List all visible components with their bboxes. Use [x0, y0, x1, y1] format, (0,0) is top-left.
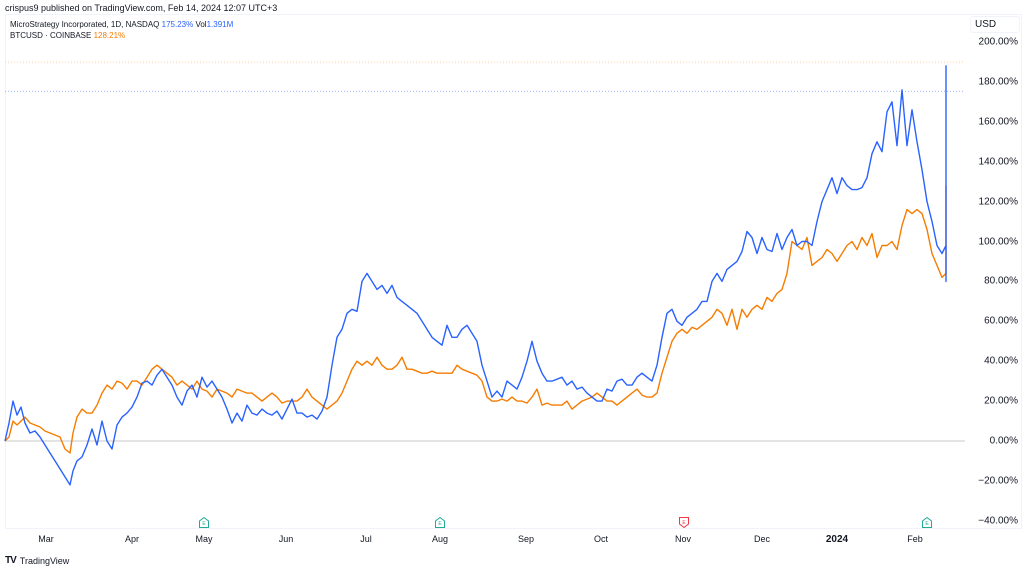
svg-text:E: E [925, 521, 929, 527]
x-tick-label: Dec [753, 534, 771, 544]
x-tick-label: Apr [124, 534, 140, 544]
earnings-badge-icon[interactable]: E [679, 515, 689, 529]
legend-btc-name: BTCUSD · COINBASE [10, 31, 92, 40]
y-tick-label: 60.00% [984, 315, 1018, 327]
mstr-series-line[interactable] [4, 65, 947, 486]
y-tick-label: 40.00% [984, 355, 1018, 367]
y-tick-label: 180.00% [978, 76, 1018, 88]
earnings-badge-icon[interactable]: E [435, 515, 445, 528]
svg-text:E: E [202, 521, 206, 527]
y-tick-label: 80.00% [984, 275, 1018, 287]
legend-row-mstr[interactable]: MicroStrategy Incorporated, 1D, NASDAQ 1… [10, 19, 233, 30]
footer-brand[interactable]: TradingView [19, 555, 70, 566]
y-tick-label: 200.00% [978, 36, 1018, 48]
y-tick-label: 20.00% [984, 395, 1018, 407]
earnings-badge-icon[interactable]: E [199, 515, 209, 528]
tradingview-logo-icon[interactable]: TV [5, 555, 17, 566]
x-tick-label: Feb [907, 534, 923, 544]
x-axis-divider [5, 528, 965, 529]
footer: TV TradingView [5, 555, 69, 566]
y-tick-label: 120.00% [978, 196, 1018, 208]
earnings-badge-icon[interactable]: E [922, 515, 932, 528]
chart-legend: MicroStrategy Incorporated, 1D, NASDAQ 1… [10, 19, 233, 41]
x-tick-label: Nov [674, 534, 692, 544]
legend-btc-value: 128.21% [93, 31, 126, 40]
x-tick-label: Oct [593, 534, 609, 544]
svg-text:E: E [682, 520, 686, 526]
x-tick-label: Jun [278, 534, 294, 544]
y-tick-label: 140.00% [978, 156, 1018, 168]
btc-series-line[interactable] [4, 185, 947, 454]
legend-mstr-value: 175.23% [161, 20, 194, 29]
y-tick-label: −40.00% [978, 515, 1018, 527]
x-tick-label: Sep [517, 534, 535, 544]
x-tick-label: May [195, 534, 213, 544]
y-tick-label: −20.00% [978, 475, 1018, 487]
y-tick-label: 160.00% [978, 116, 1018, 128]
legend-vol-value: 1.391M [206, 20, 234, 29]
publish-info: crispus9 published on TradingView.com, F… [5, 3, 278, 13]
x-tick-label: 2024 [825, 534, 849, 545]
x-tick-label: Mar [38, 534, 54, 544]
legend-mstr-name: MicroStrategy Incorporated, 1D, NASDAQ [10, 20, 160, 29]
x-tick-label: Jul [360, 534, 372, 544]
y-tick-label: 0.00% [989, 435, 1018, 447]
y-tick-label: 100.00% [978, 236, 1018, 247]
x-tick-label: Aug [431, 534, 449, 544]
svg-text:E: E [438, 521, 442, 527]
legend-row-btc[interactable]: BTCUSD · COINBASE 128.21% [10, 30, 233, 41]
currency-label[interactable]: USD [970, 16, 1020, 33]
legend-vol-label: Vol [195, 20, 207, 29]
